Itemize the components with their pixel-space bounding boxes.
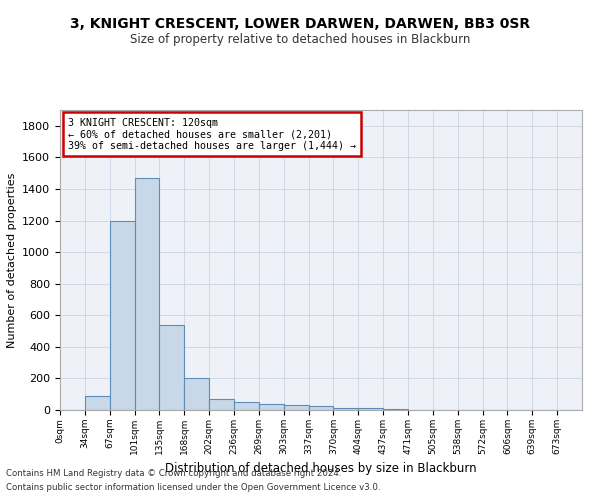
Bar	[209, 399, 234, 410]
Bar	[234, 402, 259, 410]
Bar	[134, 178, 160, 410]
Bar	[358, 408, 383, 410]
Y-axis label: Number of detached properties: Number of detached properties	[7, 172, 17, 348]
X-axis label: Distribution of detached houses by size in Blackburn: Distribution of detached houses by size …	[165, 462, 477, 475]
Text: Contains HM Land Registry data © Crown copyright and database right 2024.: Contains HM Land Registry data © Crown c…	[6, 468, 341, 477]
Text: 3 KNIGHT CRESCENT: 120sqm
← 60% of detached houses are smaller (2,201)
39% of se: 3 KNIGHT CRESCENT: 120sqm ← 60% of detac…	[68, 118, 356, 150]
Bar	[160, 324, 184, 410]
Bar	[334, 408, 358, 410]
Bar	[184, 378, 209, 410]
Text: Contains public sector information licensed under the Open Government Licence v3: Contains public sector information licen…	[6, 484, 380, 492]
Bar	[308, 406, 334, 410]
Bar	[284, 406, 308, 410]
Bar	[383, 409, 408, 410]
Bar	[259, 404, 284, 410]
Text: Size of property relative to detached houses in Blackburn: Size of property relative to detached ho…	[130, 32, 470, 46]
Bar	[110, 220, 134, 410]
Bar	[85, 396, 110, 410]
Text: 3, KNIGHT CRESCENT, LOWER DARWEN, DARWEN, BB3 0SR: 3, KNIGHT CRESCENT, LOWER DARWEN, DARWEN…	[70, 18, 530, 32]
